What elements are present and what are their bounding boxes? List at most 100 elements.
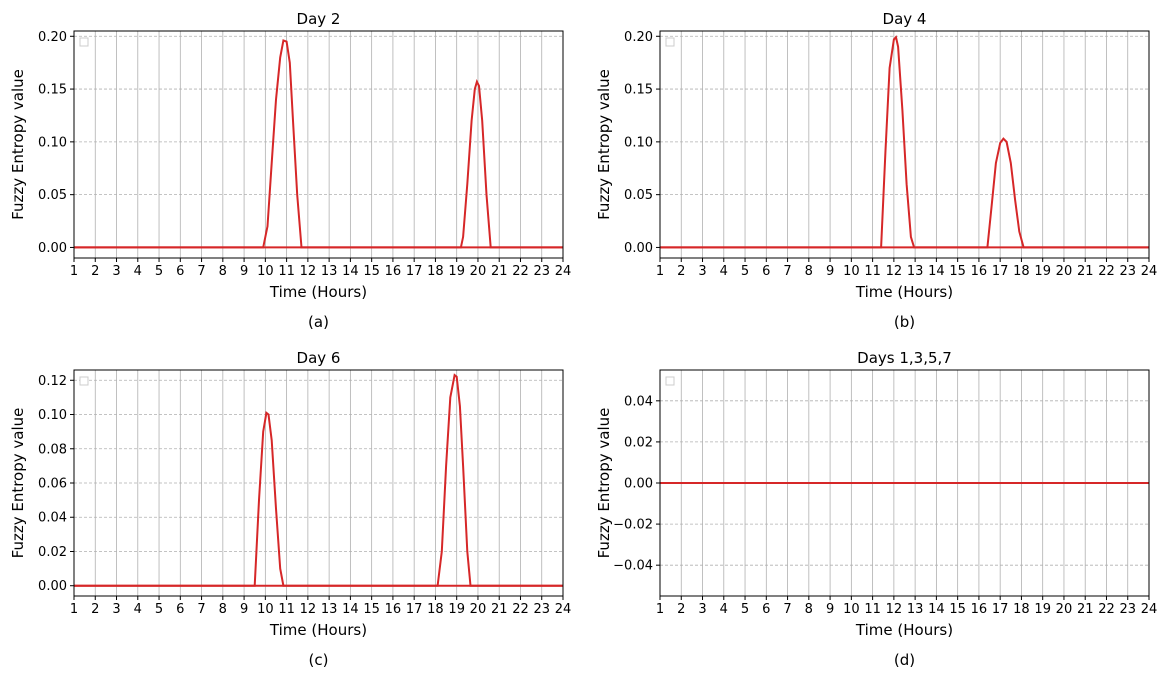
- x-tick-label: 1: [70, 264, 78, 279]
- plot-frame: [73, 30, 564, 259]
- x-tick-label: 8: [805, 602, 813, 617]
- x-tick-label: 5: [741, 602, 749, 617]
- x-tick-label: 9: [240, 264, 248, 279]
- chart-panel-a: 1 2 3 4 5 6 7 8 9 10 11 12 13 14 15 16 17 18 19 20 21 22 23 240…: [9, 10, 571, 331]
- y-tick-label: 0.00: [624, 477, 653, 492]
- y-axis-label: Fuzzy Entropy value: [9, 408, 27, 559]
- y-tick-label: 0.05: [624, 188, 653, 203]
- x-tick-label: 11: [864, 602, 881, 617]
- y-tick-label: 0.20: [38, 30, 67, 45]
- y-tick-label: 0.02: [624, 435, 653, 450]
- x-tick-label: 7: [783, 602, 791, 617]
- y-tick-label: 0.00: [624, 241, 653, 256]
- y-tick-label: −0.04: [613, 559, 653, 574]
- x-tick-label: 10: [257, 602, 274, 617]
- y-axis-label: Fuzzy Entropy value: [9, 69, 27, 220]
- x-tick-label: 10: [843, 264, 860, 279]
- x-tick-label: 22: [1098, 602, 1115, 617]
- x-tick-label: 15: [363, 264, 380, 279]
- y-tick-label: 0.04: [38, 511, 67, 526]
- x-tick-label: 19: [448, 602, 465, 617]
- x-tick-label: 1: [656, 602, 664, 617]
- x-tick-label: 12: [886, 264, 903, 279]
- series-line-2: [74, 373, 563, 587]
- x-tick-label: 13: [907, 602, 924, 617]
- x-tick-label: 1: [656, 264, 664, 279]
- x-tick-label: 6: [176, 264, 184, 279]
- x-tick-label: 12: [300, 602, 317, 617]
- x-tick-label: 24: [555, 264, 572, 279]
- y-tick-label: 0.10: [38, 135, 67, 150]
- chart-title: Day 6: [297, 349, 341, 367]
- x-tick-label: 10: [843, 602, 860, 617]
- x-tick-label: 21: [1077, 602, 1094, 617]
- x-tick-label: 9: [826, 264, 834, 279]
- y-tick-label: 0.10: [624, 135, 653, 150]
- x-tick-label: 4: [720, 264, 728, 279]
- x-axis-label: Time (Hours): [269, 283, 367, 301]
- series-line-1: [660, 35, 1149, 249]
- x-tick-label: 22: [512, 264, 529, 279]
- x-tick-label: 15: [363, 602, 380, 617]
- x-tick-label: 16: [971, 264, 988, 279]
- y-tick-label: 0.00: [38, 241, 67, 256]
- y-axis-label: Fuzzy Entropy value: [595, 69, 613, 220]
- x-tick-label: 11: [278, 602, 295, 617]
- series-line-2: [660, 137, 1149, 249]
- panel-caption: (b): [894, 313, 915, 331]
- x-tick-label: 15: [949, 602, 966, 617]
- plot-frame: [659, 30, 1150, 259]
- x-tick-label: 5: [155, 264, 163, 279]
- x-tick-label: 2: [677, 602, 685, 617]
- x-tick-label: 13: [907, 264, 924, 279]
- x-tick-label: 14: [928, 264, 945, 279]
- panel-caption: (a): [308, 313, 329, 331]
- chart-panel-d: 1 2 3 4 5 6 7 8 9 10 11 12 13 14 15 16 17 18 19 20 21 22 23 24−…: [595, 349, 1157, 669]
- legend-box: [79, 376, 89, 386]
- x-tick-label: 23: [533, 602, 550, 617]
- x-tick-label: 24: [1141, 602, 1158, 617]
- x-tick-label: 12: [886, 602, 903, 617]
- panel-caption: (c): [309, 651, 329, 669]
- x-tick-label: 11: [864, 264, 881, 279]
- x-tick-label: 6: [762, 264, 770, 279]
- x-tick-label: 16: [385, 602, 402, 617]
- x-tick-label: 23: [533, 264, 550, 279]
- x-tick-label: 17: [406, 264, 423, 279]
- x-tick-label: 14: [928, 602, 945, 617]
- x-tick-label: 3: [698, 602, 706, 617]
- x-tick-label: 21: [491, 602, 508, 617]
- x-tick-label: 3: [112, 602, 120, 617]
- x-tick-label: 18: [427, 264, 444, 279]
- x-tick-label: 9: [826, 602, 834, 617]
- y-tick-label: 0.15: [624, 83, 653, 98]
- x-tick-label: 14: [342, 602, 359, 617]
- x-tick-label: 5: [155, 602, 163, 617]
- x-tick-label: 6: [176, 602, 184, 617]
- chart-panel-c: 1 2 3 4 5 6 7 8 9 10 11 12 13 14 15 16 17 18 19 20 21 22 23 240…: [9, 349, 571, 669]
- x-tick-label: 2: [91, 264, 99, 279]
- x-tick-label: 20: [1056, 602, 1073, 617]
- x-tick-label: 9: [240, 602, 248, 617]
- x-tick-label: 17: [406, 602, 423, 617]
- x-tick-label: 8: [219, 264, 227, 279]
- x-tick-label: 18: [1013, 602, 1030, 617]
- y-tick-label: 0.04: [624, 394, 653, 409]
- x-tick-label: 17: [992, 264, 1009, 279]
- y-tick-label: −0.02: [613, 518, 653, 533]
- x-tick-label: 19: [1034, 602, 1051, 617]
- x-tick-label: 17: [992, 602, 1009, 617]
- y-tick-label: 0.08: [38, 442, 67, 457]
- x-tick-label: 21: [1077, 264, 1094, 279]
- x-tick-label: 21: [491, 264, 508, 279]
- x-tick-label: 14: [342, 264, 359, 279]
- series-line-2: [74, 78, 563, 249]
- y-tick-label: 0.00: [38, 579, 67, 594]
- x-tick-label: 13: [321, 264, 338, 279]
- x-tick-label: 20: [470, 602, 487, 617]
- x-tick-label: 4: [134, 602, 142, 617]
- x-tick-label: 24: [1141, 264, 1158, 279]
- series-line-1: [74, 39, 563, 249]
- x-tick-label: 19: [1034, 264, 1051, 279]
